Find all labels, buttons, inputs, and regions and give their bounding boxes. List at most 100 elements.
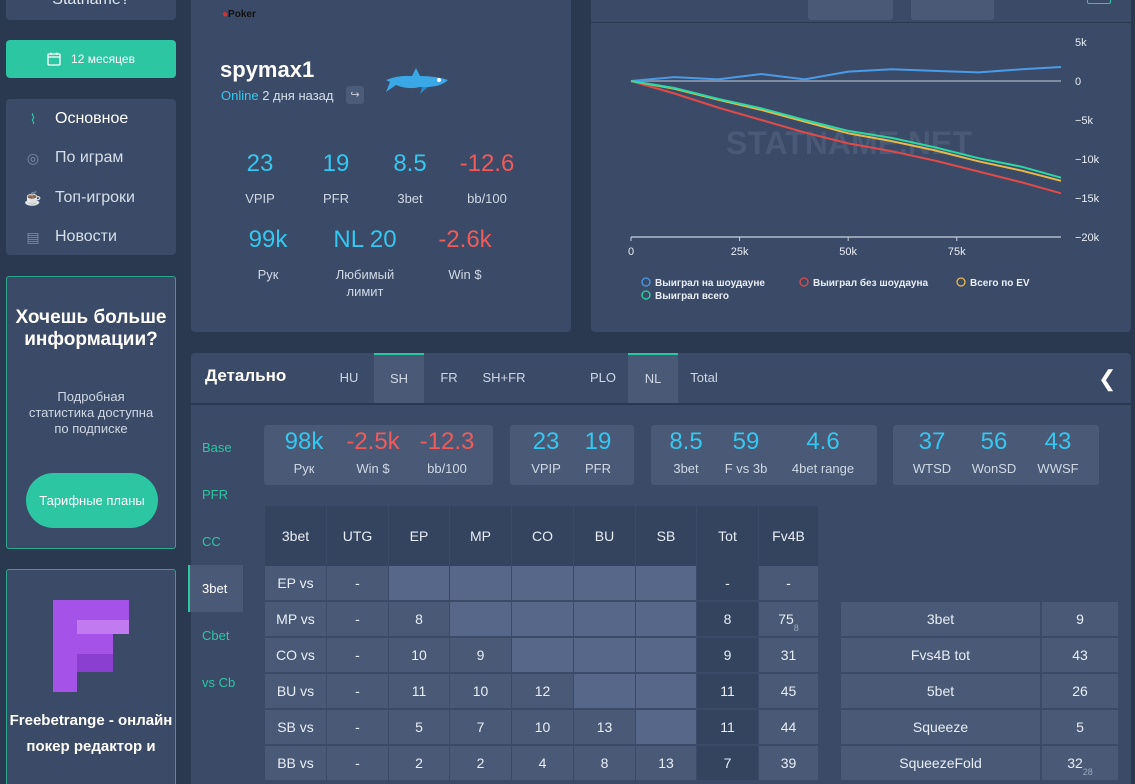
pulse-icon: ⌇ bbox=[29, 110, 37, 127]
summary-wwsf-value: 43 bbox=[1044, 428, 1072, 455]
side-tab-vs-cb[interactable]: vs Cb bbox=[202, 675, 236, 690]
summary-hands-label: Рук bbox=[293, 461, 315, 476]
matrix-cell: 8 bbox=[574, 746, 635, 780]
graph-tab-2[interactable] bbox=[911, 0, 994, 20]
summary-bb100-label: bb/100 bbox=[427, 461, 467, 476]
chevron-left-icon[interactable]: ❮ bbox=[1098, 366, 1117, 391]
y-tick-label: −10k bbox=[1075, 154, 1100, 166]
shark-icon bbox=[386, 68, 448, 94]
summary-wtsd-value: 37 bbox=[918, 428, 946, 455]
matrix-header: CO bbox=[512, 506, 573, 566]
details-divider bbox=[191, 403, 1131, 405]
matrix-cell: 11 bbox=[697, 710, 758, 744]
tab-fr[interactable]: FR bbox=[440, 370, 458, 385]
tab-sh-fr[interactable]: SH+FR bbox=[482, 370, 526, 385]
stat-hands-label: Рук bbox=[257, 267, 279, 282]
tab-hu[interactable]: HU bbox=[339, 370, 359, 385]
freebetrange-logo bbox=[53, 600, 129, 692]
x-tick-label: 0 bbox=[628, 246, 634, 258]
stat-3bet-value: 8.5 bbox=[393, 150, 427, 177]
matrix-cell bbox=[636, 674, 696, 708]
matrix-cell: 11 bbox=[697, 674, 758, 708]
matrix-cell: 45 bbox=[759, 674, 818, 708]
cell-sample-size: 28 bbox=[1082, 767, 1093, 777]
sidebar-item-top-players[interactable]: ☕ Топ-игроки bbox=[6, 180, 176, 216]
y-tick-label: 5k bbox=[1075, 37, 1087, 49]
stat-win-label: Win $ bbox=[448, 267, 482, 282]
matrix-row-label: BB vs bbox=[265, 746, 326, 780]
promo-text: Подробная статистика доступна по подписк… bbox=[28, 389, 154, 436]
summary-box-preflop: 23 VPIP 19 PFR bbox=[510, 425, 634, 485]
matrix-header: EP bbox=[389, 506, 449, 566]
sidebar-item-label: Новости bbox=[55, 228, 117, 245]
legend-label: Выиграл всего bbox=[655, 291, 729, 302]
matrix-cell: - bbox=[759, 566, 818, 600]
matrix-cell bbox=[636, 602, 696, 636]
sidebar-item-news[interactable]: ▤ Новости bbox=[6, 219, 176, 255]
tariff-plans-button[interactable]: Тарифные планы bbox=[26, 473, 158, 528]
summary-wtsd-label: WTSD bbox=[912, 461, 952, 476]
stat-win-value: -2.6k bbox=[438, 226, 492, 253]
side-tab-cc[interactable]: CC bbox=[202, 534, 221, 549]
matrix-cell: 2 bbox=[450, 746, 511, 780]
period-button[interactable]: 12 месяцев bbox=[6, 40, 176, 78]
matrix-row-label: CO vs bbox=[265, 638, 326, 672]
x-tick-label: 75k bbox=[948, 246, 966, 258]
matrix-cell: 13 bbox=[574, 710, 635, 744]
side-tab-cbet[interactable]: Cbet bbox=[202, 628, 230, 643]
side-tab-pfr[interactable]: PFR bbox=[202, 487, 228, 502]
matrix-cell bbox=[512, 638, 573, 672]
matrix-cell: 39 bbox=[759, 746, 818, 780]
tab-plo[interactable]: PLO bbox=[589, 370, 616, 385]
sidebar-item-main[interactable]: ⌇ Основное bbox=[6, 101, 176, 137]
side-table-value: 43 bbox=[1042, 638, 1118, 672]
tab-nl[interactable]: NL bbox=[628, 353, 678, 403]
side-table-value: 26 bbox=[1042, 674, 1118, 708]
sidebar-item-games[interactable]: ◎ По играм bbox=[6, 140, 176, 176]
sidebar-item-label: Основное bbox=[55, 110, 129, 127]
last-seen: 2 дня назад bbox=[262, 88, 334, 103]
y-tick-label: −20k bbox=[1075, 232, 1100, 244]
side-tab-base[interactable]: Base bbox=[202, 440, 232, 455]
matrix-cell bbox=[574, 674, 635, 708]
online-label: Online bbox=[221, 88, 259, 103]
stat-vpip-value: 23 bbox=[246, 150, 274, 177]
graph-tab-1[interactable] bbox=[808, 0, 893, 20]
sidebar-item-label: Топ-игроки bbox=[55, 189, 135, 206]
trophy-icon: ☕ bbox=[24, 189, 42, 206]
subscription-promo: Хочешь больше информации? Подробная стат… bbox=[6, 276, 176, 549]
sidebar-nav: ⌇ Основное ◎ По играм ☕ Топ-игроки ▤ Нов… bbox=[6, 99, 176, 255]
tab-sh[interactable]: SH bbox=[374, 353, 424, 403]
cards-icon: ◎ bbox=[26, 149, 40, 166]
tab-total[interactable]: Total bbox=[690, 370, 718, 385]
summary-wonsd-value: 56 bbox=[980, 428, 1008, 455]
matrix-cell bbox=[512, 566, 573, 600]
legend-label: Выиграл без шоудауна bbox=[813, 277, 928, 289]
stat-pfr-value: 19 bbox=[322, 150, 350, 177]
summary-4bet-value: 4.6 bbox=[806, 428, 840, 455]
legend-label: Выиграл на шоудауне bbox=[655, 278, 765, 289]
summary-pfr-label: PFR bbox=[585, 461, 611, 476]
sidebar-top-name: Statname? bbox=[6, 0, 176, 20]
matrix-row-label: MP vs bbox=[265, 602, 326, 636]
matrix-cell: 7 bbox=[450, 710, 511, 744]
player-name: spymax1 bbox=[220, 57, 315, 82]
summary-win-label: Win $ bbox=[356, 461, 390, 476]
summary-wonsd-label: WonSD bbox=[971, 461, 1017, 476]
matrix-cell bbox=[450, 602, 511, 636]
profile-card bbox=[191, 0, 571, 332]
matrix-cell: 9 bbox=[697, 638, 758, 672]
stat-3bet-label: 3bet bbox=[397, 191, 423, 206]
matrix-cell: 11 bbox=[389, 674, 449, 708]
matrix-header: MP bbox=[450, 506, 511, 566]
summary-fvs3b-label: F vs 3b bbox=[724, 461, 768, 476]
share-icon[interactable]: ↪ bbox=[346, 86, 364, 104]
summary-fvs3b-value: 59 bbox=[732, 428, 760, 455]
graph-toggle-button[interactable] bbox=[1087, 0, 1111, 4]
news-icon: ▤ bbox=[26, 228, 40, 245]
matrix-cell bbox=[574, 566, 635, 600]
freebetrange-ad[interactable]: Freebetrange - онлайн покер редактор и bbox=[6, 569, 176, 784]
side-tab-3bet[interactable]: 3bet bbox=[188, 565, 243, 612]
legend-marker bbox=[641, 290, 651, 300]
